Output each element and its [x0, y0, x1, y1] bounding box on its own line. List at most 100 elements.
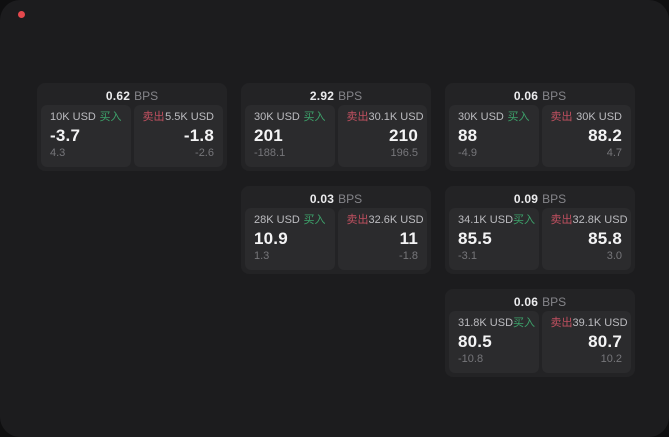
buy-sub-value: -3.1 [458, 250, 477, 262]
buy-panel-top: 34.1K USD 买入 [458, 214, 535, 226]
buy-panel[interactable]: 34.1K USD 买入 85.5 -3.1 [449, 208, 539, 270]
sell-tag: 卖出 [346, 111, 369, 123]
card-body: 31.8K USD 买入 80.5 -10.8 卖出 39.1K USD 80.… [449, 311, 631, 373]
bps-value: 0.06 [513, 295, 539, 309]
card-body: 30K USD 买入 88 -4.9 卖出 30K USD 88.2 4.7 [449, 105, 631, 167]
sell-panel[interactable]: 卖出 32.6K USD 11 -1.8 [337, 208, 427, 270]
buy-amount: 30K USD [458, 111, 504, 123]
sell-amount: 32.6K USD [368, 214, 424, 226]
sell-panel[interactable]: 卖出 30K USD 88.2 4.7 [541, 105, 631, 167]
sell-panel[interactable]: 卖出 32.8K USD 85.8 3.0 [541, 208, 631, 270]
quote-card[interactable]: 2.92 BPS 30K USD 买入 201 -188.1 卖出 30.1K … [241, 83, 431, 171]
sell-sub-value: -2.6 [195, 147, 214, 159]
bps-unit-label: BPS [542, 89, 567, 103]
sell-panel[interactable]: 卖出 39.1K USD 80.7 10.2 [541, 311, 631, 373]
buy-tag: 买入 [303, 214, 326, 226]
sell-panel-top: 卖出 30.1K USD [346, 111, 424, 123]
card-header: 2.92 BPS [245, 87, 427, 105]
sell-panel-top: 卖出 30K USD [551, 112, 623, 123]
buy-price: 201 [254, 126, 283, 145]
sell-price: 11 [399, 229, 418, 248]
bps-value: 2.92 [309, 89, 335, 103]
bps-unit-label: BPS [542, 192, 567, 206]
buy-panel[interactable]: 30K USD 买入 201 -188.1 [245, 105, 335, 167]
buy-sub-value: -4.9 [458, 147, 477, 159]
buy-tag: 买入 [513, 317, 536, 329]
sell-price: 88.2 [588, 126, 622, 145]
quote-card[interactable]: 0.03 BPS 28K USD 买入 10.9 1.3 卖出 32.6K US… [241, 186, 431, 274]
sell-tag: 卖出 [550, 317, 573, 329]
buy-panel[interactable]: 30K USD 买入 88 -4.9 [449, 105, 539, 167]
sell-tag: 卖出 [550, 214, 573, 226]
buy-panel[interactable]: 10K USD 买入 -3.7 4.3 [41, 105, 131, 167]
buy-price: -3.7 [50, 126, 81, 145]
sell-sub-value: 10.2 [600, 353, 622, 365]
sell-tag: 卖出 [346, 214, 369, 226]
card-body: 34.1K USD 买入 85.5 -3.1 卖出 32.8K USD 85.8… [449, 208, 631, 270]
buy-amount: 10K USD [50, 111, 96, 123]
sell-amount: 32.8K USD [572, 214, 628, 226]
sell-price: 80.7 [588, 332, 622, 351]
recording-indicator-dot [18, 11, 25, 18]
bps-value: 0.62 [105, 89, 131, 103]
buy-panel[interactable]: 28K USD 买入 10.9 1.3 [245, 208, 335, 270]
buy-tag: 买入 [99, 111, 122, 123]
buy-amount: 34.1K USD [458, 214, 514, 226]
sell-amount: 30K USD [576, 111, 622, 123]
buy-sub-value: 4.3 [50, 147, 66, 159]
card-header: 0.06 BPS [449, 293, 631, 311]
buy-amount: 28K USD [254, 214, 300, 226]
buy-tag: 买入 [507, 111, 530, 123]
sell-price: 210 [389, 126, 418, 145]
sell-amount: 39.1K USD [572, 317, 628, 329]
card-body: 28K USD 买入 10.9 1.3 卖出 32.6K USD 11 -1.8 [245, 208, 427, 270]
sell-sub-value: 3.0 [606, 250, 622, 262]
buy-price: 10.9 [254, 229, 288, 248]
sell-panel[interactable]: 卖出 30.1K USD 210 196.5 [337, 105, 427, 167]
buy-panel-top: 30K USD 买入 [458, 112, 530, 123]
buy-panel-top: 31.8K USD 买入 [458, 317, 535, 329]
sell-panel[interactable]: 卖出 5.5K USD -1.8 -2.6 [133, 105, 223, 167]
sell-tag: 卖出 [550, 111, 573, 123]
card-header: 0.09 BPS [449, 190, 631, 208]
buy-amount: 30K USD [254, 111, 300, 123]
quotes-grid: 0.62 BPS 10K USD 买入 -3.7 4.3 卖出 5.5K USD… [37, 83, 635, 377]
bps-value: 0.09 [513, 192, 539, 206]
buy-sub-value: -188.1 [254, 147, 286, 159]
buy-panel-top: 28K USD 买入 [254, 215, 326, 226]
sell-panel-top: 卖出 5.5K USD [143, 112, 215, 123]
card-header: 0.62 BPS [41, 87, 223, 105]
buy-tag: 买入 [303, 111, 326, 123]
quote-card[interactable]: 0.06 BPS 30K USD 买入 88 -4.9 卖出 30K USD 8… [445, 83, 635, 171]
buy-amount: 31.8K USD [458, 317, 514, 329]
bps-value: 0.06 [513, 89, 539, 103]
bps-value: 0.03 [309, 192, 335, 206]
sell-price: 85.8 [588, 229, 622, 248]
buy-tag: 买入 [513, 214, 536, 226]
sell-price: -1.8 [183, 126, 214, 145]
sell-panel-top: 卖出 32.8K USD [550, 214, 628, 226]
quote-card[interactable]: 0.62 BPS 10K USD 买入 -3.7 4.3 卖出 5.5K USD… [37, 83, 227, 171]
buy-price: 80.5 [458, 332, 492, 351]
sell-sub-value: 4.7 [606, 147, 622, 159]
buy-sub-value: 1.3 [254, 250, 270, 262]
quote-card[interactable]: 0.06 BPS 31.8K USD 买入 80.5 -10.8 卖出 39.1… [445, 289, 635, 377]
card-header: 0.06 BPS [449, 87, 631, 105]
quote-card[interactable]: 0.09 BPS 34.1K USD 买入 85.5 -3.1 卖出 32.8K… [445, 186, 635, 274]
buy-panel-top: 10K USD 买入 [50, 112, 122, 123]
buy-price: 88 [458, 126, 478, 145]
card-body: 30K USD 买入 201 -188.1 卖出 30.1K USD 210 1… [245, 105, 427, 167]
buy-price: 85.5 [458, 229, 492, 248]
sell-sub-value: 196.5 [390, 147, 418, 159]
sell-amount: 5.5K USD [165, 111, 214, 123]
bps-unit-label: BPS [134, 89, 159, 103]
sell-amount: 30.1K USD [368, 111, 424, 123]
bps-unit-label: BPS [542, 295, 567, 309]
buy-panel[interactable]: 31.8K USD 买入 80.5 -10.8 [449, 311, 539, 373]
sell-sub-value: -1.8 [399, 250, 418, 262]
bps-unit-label: BPS [338, 192, 363, 206]
sell-panel-top: 卖出 39.1K USD [550, 317, 628, 329]
sell-panel-top: 卖出 32.6K USD [346, 214, 424, 226]
bps-unit-label: BPS [338, 89, 363, 103]
